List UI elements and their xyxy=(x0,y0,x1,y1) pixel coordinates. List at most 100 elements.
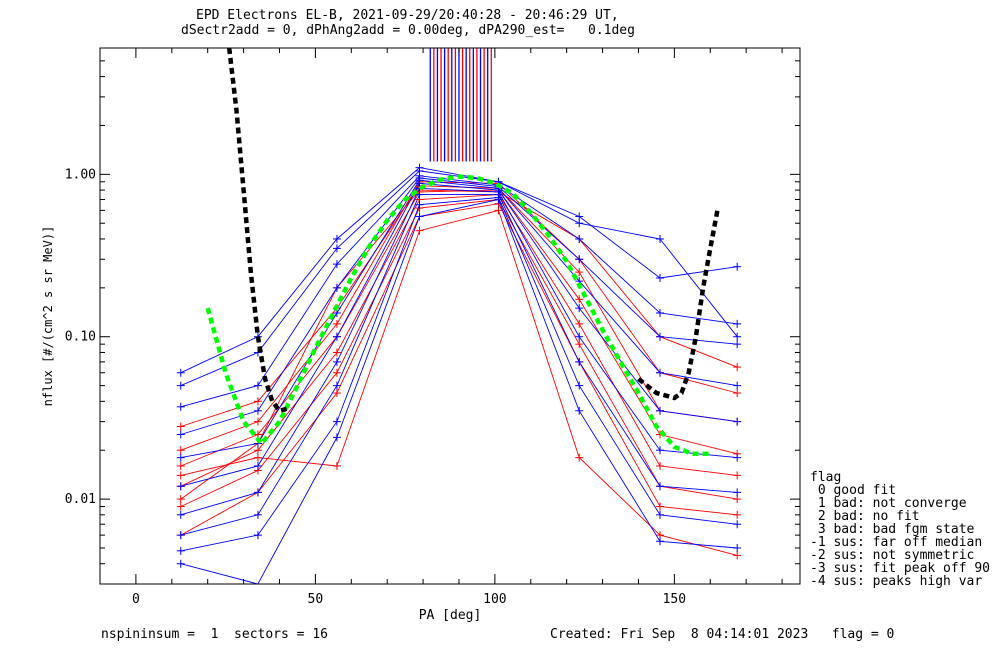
data-point xyxy=(176,502,185,511)
data-point xyxy=(656,446,664,455)
data-point xyxy=(332,244,341,253)
fit-curve xyxy=(205,174,711,457)
series-line xyxy=(180,170,738,387)
data-point xyxy=(332,319,341,328)
series-line xyxy=(180,199,738,507)
data-point xyxy=(332,332,341,341)
series-line xyxy=(180,179,738,459)
data-point xyxy=(332,433,341,442)
data-point xyxy=(733,319,742,328)
data-point xyxy=(575,406,584,415)
plot-frame xyxy=(99,47,801,585)
data-point xyxy=(733,471,742,480)
legend-item: -2 sus: not symmetric xyxy=(810,548,975,563)
x-tick-label: 50 xyxy=(308,592,324,607)
data-point xyxy=(733,520,742,529)
data-point xyxy=(176,510,185,519)
y-tick-label: 1.00 xyxy=(65,167,96,182)
data-point xyxy=(656,502,664,511)
data-point xyxy=(253,461,262,470)
data-point xyxy=(332,234,341,243)
data-point xyxy=(733,381,742,390)
y-axis-label: nflux [#/(cm^2 s sr MeV)] xyxy=(41,226,55,407)
fit-curve xyxy=(226,47,288,414)
data-point xyxy=(656,406,664,415)
data-point xyxy=(575,332,584,341)
legend-item: -3 sus: fit peak off 90 xyxy=(810,561,991,576)
data-point xyxy=(733,363,742,372)
data-point xyxy=(176,531,185,540)
series-line xyxy=(180,194,738,487)
data-point xyxy=(575,255,584,264)
legend-item: 2 bad: no fit xyxy=(810,509,920,524)
data-point xyxy=(575,453,584,462)
data-point xyxy=(494,195,503,204)
data-point xyxy=(176,559,185,568)
data-point xyxy=(733,389,742,398)
data-point xyxy=(733,510,742,519)
data-point xyxy=(415,166,424,175)
legend-item: 1 bad: not converge xyxy=(810,496,967,511)
data-point xyxy=(415,190,424,199)
data-point xyxy=(176,471,185,480)
data-point xyxy=(575,340,584,349)
legend-item: -1 sus: far off median xyxy=(810,535,983,550)
data-point xyxy=(733,262,742,271)
data-point xyxy=(176,368,185,377)
legend-title: flag xyxy=(810,470,842,485)
data-point xyxy=(176,402,185,411)
series-line xyxy=(180,209,738,556)
series-layer xyxy=(176,163,742,585)
legend-item: -4 sus: peaks high var xyxy=(810,574,983,589)
data-point xyxy=(253,510,262,519)
y-tick-label: 0.10 xyxy=(65,330,96,345)
data-point xyxy=(575,234,584,243)
data-point xyxy=(253,381,262,390)
series-line xyxy=(180,203,738,536)
data-point xyxy=(656,332,664,341)
data-point xyxy=(176,461,185,470)
data-point xyxy=(253,446,262,455)
fit-curve xyxy=(637,209,720,401)
data-point xyxy=(575,357,584,366)
data-point xyxy=(656,510,664,519)
data-point xyxy=(494,206,503,215)
legend-item: 0 good fit xyxy=(810,483,897,498)
data-point xyxy=(415,226,424,235)
data-point xyxy=(733,543,742,552)
series-line xyxy=(180,175,738,408)
data-point xyxy=(656,461,664,470)
data-point xyxy=(575,219,584,228)
series-line xyxy=(180,185,738,427)
footer-left: nspininsum = 1 sectors = 16 xyxy=(101,627,328,642)
chart-title-line1: EPD Electrons EL-B, 2021-09-29/20:40:28 … xyxy=(196,8,619,23)
data-point xyxy=(176,430,185,439)
data-point xyxy=(656,537,664,546)
data-point xyxy=(176,482,185,491)
series-line xyxy=(180,181,738,451)
legend-item: 3 bad: bad fgm state xyxy=(810,522,975,537)
data-point xyxy=(656,308,664,317)
footer-right: Created: Fri Sep 8 04:14:01 2023 flag = … xyxy=(550,627,895,642)
data-point xyxy=(176,446,185,455)
data-point xyxy=(253,397,262,406)
series-line xyxy=(180,187,738,516)
data-point xyxy=(733,453,742,462)
series-line xyxy=(180,167,738,374)
series-line xyxy=(180,198,738,585)
data-point xyxy=(575,381,584,390)
data-point xyxy=(415,200,424,209)
data-point xyxy=(253,417,262,426)
data-point xyxy=(733,340,742,349)
data-point xyxy=(176,422,185,431)
data-point xyxy=(253,488,262,497)
data-point xyxy=(733,488,742,497)
data-point xyxy=(253,453,262,462)
data-point xyxy=(733,417,742,426)
data-point xyxy=(332,381,341,390)
x-axis-label: PA [deg] xyxy=(419,608,482,623)
x-tick-label: 150 xyxy=(663,592,686,607)
data-point xyxy=(332,417,341,426)
chart-title-line2: dSectr2add = 0, dPhAng2add = 0.00deg, dP… xyxy=(181,23,635,38)
